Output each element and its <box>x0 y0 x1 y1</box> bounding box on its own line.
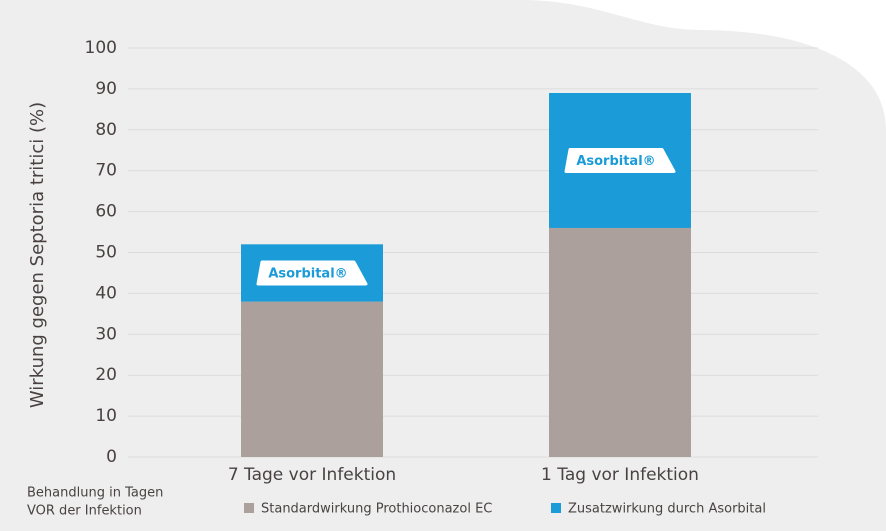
x-note: VOR der Infektion <box>27 504 142 519</box>
badge <box>256 260 368 286</box>
x-note: Behandlung in Tagen <box>27 486 163 501</box>
legend-label: Zusatzwirkung durch Asorbital <box>568 502 766 517</box>
x-tick-label: 7 Tage vor Infektion <box>228 465 396 485</box>
y-tick-label: 100 <box>85 38 117 58</box>
legend-swatch <box>551 503 561 513</box>
y-tick-label: 0 <box>106 447 117 467</box>
y-tick-label: 10 <box>95 406 117 426</box>
badge-label: Asorbital® <box>576 154 655 169</box>
y-tick-label: 60 <box>95 202 117 222</box>
badge-label: Asorbital® <box>268 266 347 281</box>
y-tick-label: 90 <box>95 79 117 99</box>
bar-segment <box>549 227 691 457</box>
y-tick-label: 80 <box>95 120 117 140</box>
y-tick-label: 50 <box>95 243 117 263</box>
x-tick-label: 1 Tag vor Infektion <box>541 465 699 485</box>
badge <box>564 147 676 173</box>
legend-label: Standardwirkung Prothioconazol EC <box>261 502 492 517</box>
y-tick-label: 30 <box>95 324 117 344</box>
legend-swatch <box>244 503 254 513</box>
y-tick-label: 40 <box>95 283 117 303</box>
bar-segment <box>241 301 383 457</box>
y-tick-label: 70 <box>95 161 117 181</box>
y-axis-title: Wirkung gegen Septoria tritici (%) <box>27 102 48 408</box>
y-tick-label: 20 <box>95 365 117 385</box>
